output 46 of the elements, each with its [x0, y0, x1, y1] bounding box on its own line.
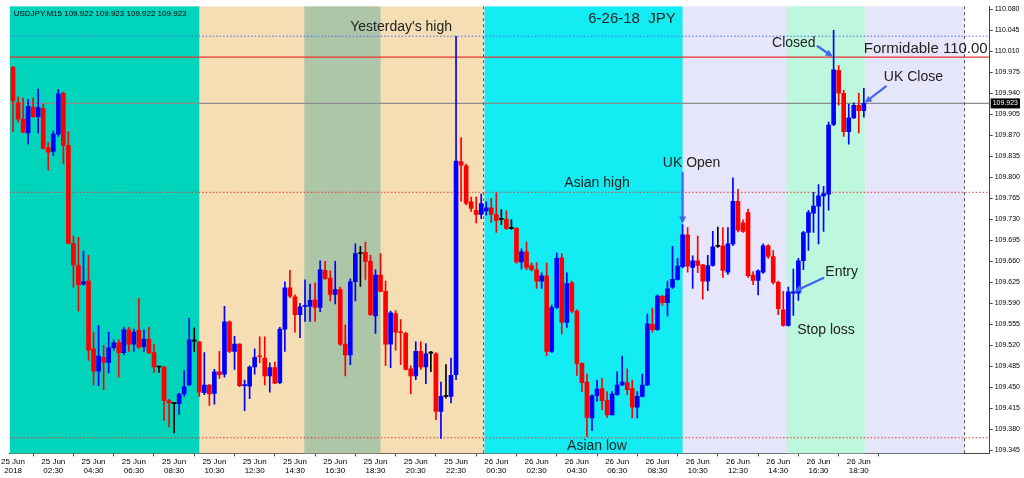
x-tick-label: 25 Jun 22:30: [444, 457, 469, 475]
x-tick-label: 25 Jun 08:30: [162, 457, 187, 475]
x-tick-label: 26 Jun 08:30: [645, 457, 670, 475]
x-tick-label: 26 Jun 12:30: [725, 457, 750, 475]
chart-title: 6-26-18 JPY: [588, 9, 676, 27]
annotation: UK Open: [662, 153, 721, 170]
candlestick: [856, 92, 862, 134]
x-tick-label: 26 Jun 14:30: [766, 457, 791, 475]
candlestick: [35, 88, 41, 134]
candlestick: [302, 279, 308, 322]
x-tick-label: 26 Jun 16:30: [806, 457, 831, 475]
candlestick: [715, 226, 721, 248]
annotation: Asian high: [564, 174, 630, 191]
annotation: Closed: [772, 34, 816, 51]
x-tick-label: 25 Jun 02:30: [41, 457, 66, 475]
x-tick-label: 25 Jun 2018: [1, 457, 26, 475]
annotation: USDJPY.M15 109.922 109.923 109.922 109.923: [13, 9, 188, 19]
x-tick-label: 26 Jun 00:30: [484, 457, 509, 475]
x-tick-label: 26 Jun 18:30: [846, 457, 871, 475]
candlestick: [312, 282, 318, 322]
x-tick-label: 25 Jun 12:30: [242, 457, 267, 475]
annotation: UK Close: [883, 68, 944, 85]
x-tick-label: 25 Jun 10:30: [202, 457, 227, 475]
candlestick: [202, 352, 207, 395]
x-tick-label: 25 Jun 04:30: [81, 457, 106, 475]
x-tick-label: 25 Jun 16:30: [323, 457, 348, 475]
annotation: Asian low: [567, 436, 628, 453]
candlestick: [332, 260, 338, 305]
x-tick-label: 26 Jun 06:30: [605, 457, 630, 475]
candlestick: [493, 192, 499, 233]
candlestick: [443, 364, 449, 399]
candlestick: [307, 283, 313, 322]
annotation: Entry: [825, 262, 859, 279]
annotation: Stop loss: [797, 321, 855, 338]
candlestick: [473, 196, 479, 224]
ref-line-label: Formidable 110.00: [863, 38, 988, 56]
x-tick-label: 26 Jun 04:30: [564, 457, 589, 475]
x-tick-label: 25 Jun 20:30: [403, 457, 428, 475]
x-tick-label: 25 Jun 18:30: [363, 457, 388, 475]
annotation: Yesterday's high: [350, 18, 453, 35]
candlestick: [458, 137, 464, 202]
x-tick-label: 25 Jun 14:30: [282, 457, 307, 475]
x-tick-label: 26 Jun 02:30: [524, 457, 549, 475]
x-tick-label: 25 Jun 06:30: [121, 457, 146, 475]
x-tick-label: 26 Jun 10:30: [685, 457, 710, 475]
candlestick: [171, 402, 177, 434]
